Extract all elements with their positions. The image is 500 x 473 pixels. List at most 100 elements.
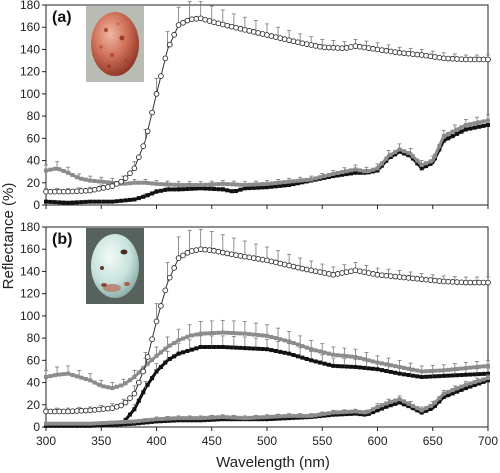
- data-point: [251, 182, 256, 187]
- data-point: [437, 396, 442, 401]
- data-point: [393, 398, 398, 403]
- data-point: [167, 416, 172, 421]
- data-point: [97, 423, 102, 428]
- data-point: [481, 364, 486, 369]
- data-point: [247, 415, 252, 420]
- data-point: [194, 186, 199, 191]
- data-point: [486, 371, 490, 376]
- data-point: [251, 332, 256, 337]
- data-point: [486, 118, 490, 123]
- data-point: [79, 176, 84, 181]
- data-point: [352, 267, 359, 274]
- data-point: [304, 345, 309, 350]
- data-point: [410, 373, 415, 378]
- data-point: [150, 419, 155, 424]
- data-point: [216, 182, 221, 187]
- data-point: [371, 167, 376, 172]
- data-point: [455, 367, 460, 371]
- data-point: [477, 364, 482, 369]
- panel-label: (a): [52, 9, 72, 26]
- data-point: [247, 346, 252, 351]
- data-point: [348, 364, 353, 369]
- data-point: [278, 349, 283, 354]
- series-grey-square: [44, 319, 490, 391]
- data-point: [357, 409, 362, 414]
- data-point: [131, 165, 138, 172]
- data-point: [167, 357, 172, 361]
- data-point: [189, 183, 194, 187]
- data-point: [402, 372, 407, 377]
- data-point: [119, 198, 124, 203]
- data-point: [348, 354, 353, 359]
- data-point: [330, 271, 337, 278]
- data-point: [211, 187, 216, 191]
- data-point: [339, 270, 345, 276]
- data-point: [66, 200, 71, 205]
- y-tick-label: 0: [33, 420, 40, 434]
- data-point: [211, 331, 216, 335]
- data-point: [269, 335, 274, 339]
- y-tick-label: 120: [20, 65, 40, 79]
- data-point: [269, 184, 274, 189]
- data-point: [203, 182, 208, 187]
- data-point: [61, 423, 66, 428]
- data-point: [455, 389, 460, 394]
- data-point: [44, 375, 48, 379]
- data-point: [300, 355, 305, 360]
- data-point: [265, 417, 269, 422]
- data-point: [158, 73, 164, 79]
- data-point: [225, 415, 230, 420]
- data-point: [158, 303, 164, 309]
- data-point: [189, 333, 194, 338]
- data-point: [238, 331, 243, 336]
- data-point: [322, 361, 327, 366]
- x-tick-label: 550: [312, 434, 332, 448]
- data-point: [366, 169, 371, 173]
- data-point: [432, 153, 437, 158]
- data-point: [287, 339, 292, 344]
- data-point: [291, 413, 296, 418]
- data-point: [308, 267, 315, 274]
- data-point: [247, 186, 252, 191]
- data-point: [437, 374, 442, 379]
- data-point: [419, 375, 424, 379]
- data-point: [198, 331, 203, 336]
- data-point: [158, 365, 163, 369]
- data-point: [303, 41, 310, 47]
- data-point: [459, 387, 464, 392]
- data-point: [468, 126, 473, 131]
- data-point: [110, 386, 115, 391]
- data-point: [424, 408, 429, 413]
- data-point: [348, 168, 353, 173]
- data-point: [486, 378, 490, 383]
- data-point: [92, 423, 97, 428]
- data-point: [287, 179, 292, 184]
- data-point: [410, 156, 415, 161]
- data-point: [455, 373, 460, 378]
- x-axis-label: Wavelength (nm): [216, 454, 330, 471]
- data-point: [402, 399, 407, 404]
- y-tick-label: 100: [20, 309, 40, 323]
- data-point: [100, 185, 107, 191]
- data-point: [158, 350, 163, 355]
- data-point: [171, 31, 178, 38]
- data-point: [441, 134, 446, 139]
- data-point: [229, 331, 234, 335]
- data-point: [136, 196, 141, 201]
- data-point: [44, 168, 48, 173]
- data-point: [96, 185, 102, 192]
- data-point: [256, 182, 261, 187]
- data-point: [393, 401, 398, 406]
- data-point: [175, 255, 182, 261]
- data-point: [450, 134, 455, 139]
- data-point: [348, 409, 353, 414]
- data-point: [379, 368, 384, 373]
- data-point: [362, 169, 367, 174]
- data-point: [105, 199, 110, 204]
- data-point: [87, 187, 94, 194]
- data-point: [357, 170, 362, 175]
- data-point: [238, 182, 243, 187]
- data-point: [44, 199, 48, 204]
- data-point: [375, 360, 380, 365]
